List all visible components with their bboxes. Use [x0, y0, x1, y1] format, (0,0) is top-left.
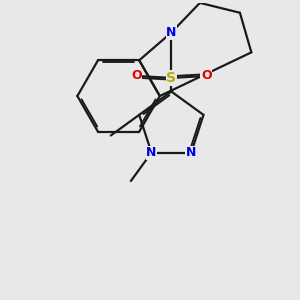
- Text: N: N: [166, 26, 176, 39]
- Text: N: N: [186, 146, 196, 159]
- Text: O: O: [201, 69, 212, 82]
- Text: O: O: [131, 69, 142, 82]
- Text: S: S: [166, 71, 176, 85]
- Text: N: N: [146, 146, 157, 159]
